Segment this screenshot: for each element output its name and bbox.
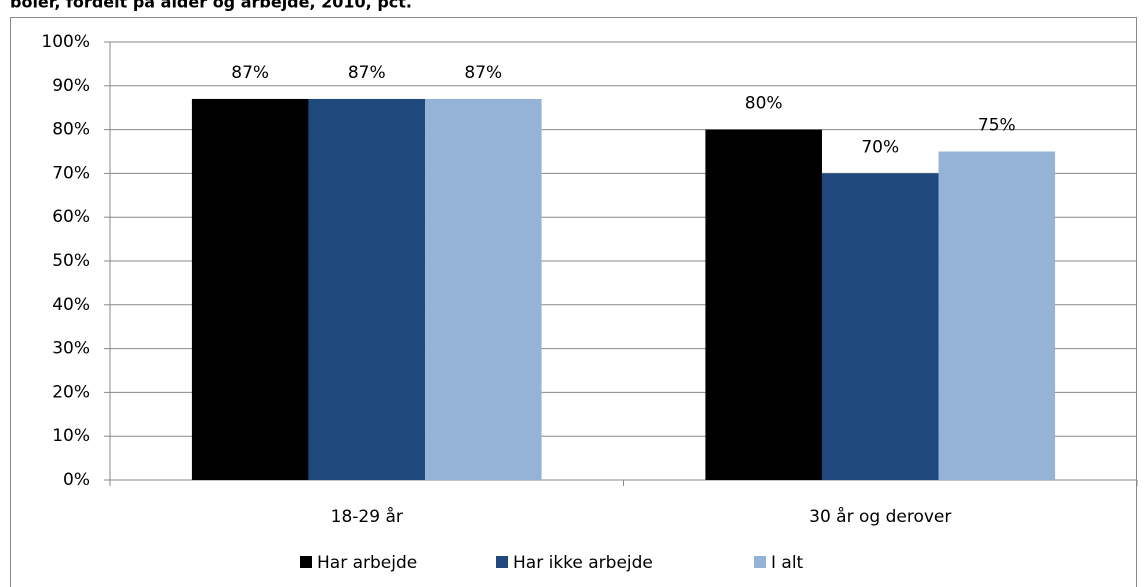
y-tick-label: 0% [63, 470, 90, 490]
y-tick-label: 80% [52, 120, 90, 140]
value-label: 75% [978, 116, 1016, 136]
legend-swatch [754, 556, 766, 568]
y-tick-label: 100% [41, 32, 90, 52]
value-label: 87% [464, 63, 502, 83]
value-label: 70% [861, 137, 899, 157]
legend-swatch [496, 556, 508, 568]
legend-label: Har arbejde [317, 553, 417, 573]
y-tick-label: 90% [52, 76, 90, 96]
y-tick-label: 20% [52, 382, 90, 402]
bar [425, 98, 542, 480]
bar [705, 129, 822, 480]
x-tick-label: 18-29 år [331, 506, 403, 527]
y-tick-label: 50% [52, 251, 90, 271]
legend-label: Har ikke arbejde [513, 553, 653, 573]
y-tick-label: 30% [52, 339, 90, 359]
y-tick-label: 40% [52, 295, 90, 315]
y-tick-label: 10% [52, 426, 90, 446]
bar [308, 98, 426, 480]
y-tick-label: 70% [52, 163, 90, 183]
value-label: 87% [348, 63, 386, 83]
x-tick-label: 30 år og derover [809, 506, 951, 527]
chart-title: boler, fordelt på alder og arbejde, 2010… [10, 0, 412, 12]
value-label: 87% [231, 63, 269, 83]
bar [191, 98, 309, 480]
bar [938, 151, 1056, 480]
legend-label: I alt [771, 553, 804, 573]
legend-swatch [300, 556, 312, 568]
y-tick-label: 60% [52, 207, 90, 227]
value-label: 80% [745, 94, 783, 114]
bar [821, 173, 939, 480]
